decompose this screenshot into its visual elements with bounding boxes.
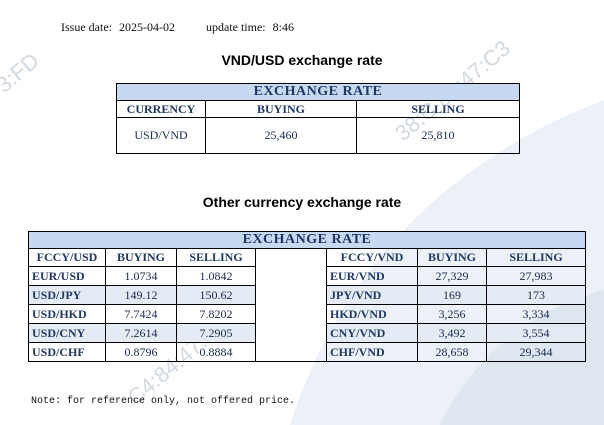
right-selling: 3,334: [486, 304, 586, 324]
right-selling: 27,983: [486, 266, 586, 286]
col-left-buying: BUYING: [105, 248, 177, 267]
left-selling: 7.2905: [176, 323, 256, 343]
right-pair: HKD/VND: [326, 304, 418, 324]
other-table-band: EXCHANGE RATE: [28, 231, 586, 249]
vnd-selling: 25,810: [356, 117, 520, 154]
table-row: USD/HKD 7.7424 7.8202 HKD/VND 3,256 3,33…: [28, 304, 586, 324]
col-left-selling: SELLING: [176, 248, 256, 267]
col-currency: CURRENCY: [116, 100, 206, 118]
left-buying: 7.2614: [105, 323, 177, 343]
left-buying: 1.0734: [105, 266, 177, 286]
right-buying: 3,256: [417, 304, 487, 324]
left-pair: USD/CHF: [28, 342, 106, 362]
left-pair: USD/CNY: [28, 323, 106, 343]
col-fccy-usd: FCCY/USD: [28, 248, 106, 267]
left-pair: USD/HKD: [28, 304, 106, 324]
vnd-rate-table: EXCHANGE RATE CURRENCY BUYING SELLING US…: [116, 83, 520, 154]
right-buying: 27,329: [417, 266, 487, 286]
left-buying: 0.8796: [105, 342, 177, 362]
vnd-pair: USD/VND: [116, 117, 206, 154]
other-rate-table: EXCHANGE RATE FCCY/USD BUYING SELLING FC…: [28, 231, 586, 362]
left-pair: USD/JPY: [28, 285, 106, 305]
right-pair: CHF/VND: [326, 342, 418, 362]
left-selling: 1.0842: [176, 266, 256, 286]
update-time-value: 8:46: [272, 20, 294, 34]
left-buying: 149.12: [105, 285, 177, 305]
vnd-buying: 25,460: [205, 117, 357, 154]
right-buying: 169: [417, 285, 487, 305]
left-buying: 7.7424: [105, 304, 177, 324]
left-selling: 0.8884: [176, 342, 256, 362]
right-selling: 29,344: [486, 342, 586, 362]
table-row: EUR/USD 1.0734 1.0842 EUR/VND 27,329 27,…: [28, 266, 586, 286]
right-pair: JPY/VND: [326, 285, 418, 305]
vnd-table-band: EXCHANGE RATE: [116, 83, 520, 101]
header-dates: Issue date: 2025-04-02 update time: 8:46: [61, 20, 298, 35]
left-selling: 150.62: [176, 285, 256, 305]
col-buying: BUYING: [205, 100, 357, 118]
issue-date-label: Issue date:: [61, 20, 112, 34]
table-row: USD/CNY 7.2614 7.2905 CNY/VND 3,492 3,55…: [28, 323, 586, 343]
right-selling: 3,554: [486, 323, 586, 343]
left-selling: 7.8202: [176, 304, 256, 324]
right-pair: EUR/VND: [326, 266, 418, 286]
col-right-buying: BUYING: [417, 248, 487, 267]
left-pair: EUR/USD: [28, 266, 106, 286]
col-selling: SELLING: [356, 100, 520, 118]
issue-date-value: 2025-04-02: [118, 20, 175, 34]
right-buying: 3,492: [417, 323, 487, 343]
table-gap: [255, 248, 327, 362]
right-buying: 28,658: [417, 342, 487, 362]
disclaimer-note: Note: for reference only, not offered pr…: [31, 396, 296, 407]
col-fccy-vnd: FCCY/VND: [326, 248, 418, 267]
update-time-label: update time:: [205, 20, 266, 34]
other-section-title: Other currency exchange rate: [202, 194, 402, 210]
right-pair: CNY/VND: [326, 323, 418, 343]
col-right-selling: SELLING: [486, 248, 586, 267]
vnd-section-title: VND/USD exchange rate: [221, 52, 383, 68]
table-row: USD/CHF 0.8796 0.8884 CHF/VND 28,658 29,…: [28, 342, 586, 362]
right-selling: 173: [486, 285, 586, 305]
